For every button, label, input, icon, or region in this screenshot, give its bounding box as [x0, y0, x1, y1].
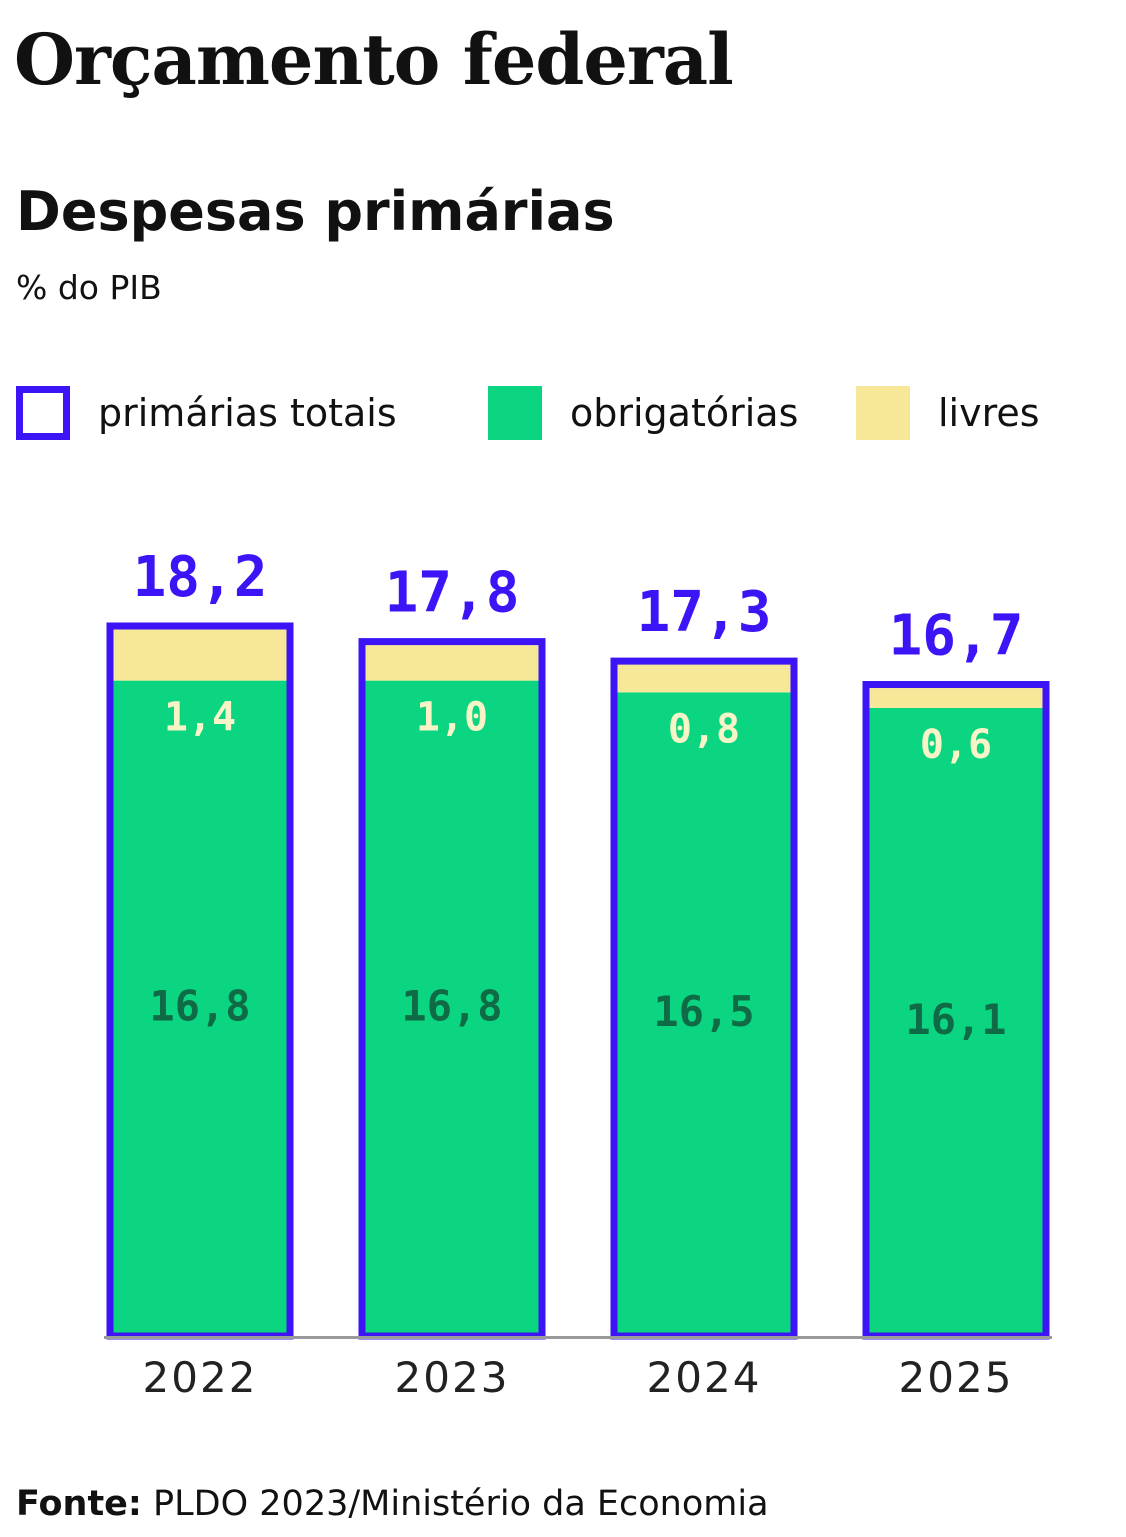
- livres-label-2023: 1,0: [416, 695, 488, 741]
- bar-livres-2025: [866, 684, 1046, 708]
- unit-label: % do PIB: [16, 268, 162, 307]
- livres-label-2022: 1,4: [164, 695, 236, 741]
- x-tick-label-2025: 2025: [899, 1353, 1014, 1402]
- source-label: Fonte:: [16, 1484, 142, 1524]
- legend-label-primarias-totais: primárias totais: [98, 391, 397, 435]
- x-tick-label-2022: 2022: [143, 1353, 258, 1402]
- bar-obrigatorias-2025: [866, 707, 1046, 1336]
- obrigatorias-label-2025: 16,1: [905, 995, 1006, 1044]
- livres-label-2025: 0,6: [920, 722, 992, 768]
- legend-item-obrigatorias: obrigatórias: [488, 384, 798, 442]
- total-label-2025: 16,7: [889, 604, 1024, 669]
- bar-livres-2024: [614, 661, 794, 693]
- bar-obrigatorias-2023: [362, 680, 542, 1336]
- legend-item-livres: livres: [856, 384, 1040, 442]
- bar-obrigatorias-2024: [614, 692, 794, 1336]
- bar-obrigatorias-2022: [110, 680, 290, 1336]
- stacked-bar-chart: 18,2 1,4 16,8 2022 17,8 1,0 16,8 2023 17,3 0,8 16,…: [104, 545, 1052, 1402]
- livres-label-2024: 0,8: [668, 706, 740, 752]
- legend-swatch-primarias-totais: [16, 386, 70, 440]
- bar-livres-2023: [362, 641, 542, 681]
- obrigatorias-label-2022: 16,8: [149, 981, 250, 1030]
- chart-title: Orçamento federal: [14, 18, 734, 101]
- legend-swatch-livres: [856, 386, 910, 440]
- legend-swatch-obrigatorias: [488, 386, 542, 440]
- total-label-2024: 17,3: [637, 580, 772, 645]
- total-label-2023: 17,8: [385, 561, 520, 626]
- legend-item-primarias-totais: primárias totais: [16, 384, 397, 442]
- x-tick-label-2023: 2023: [395, 1353, 510, 1402]
- legend-label-livres: livres: [938, 391, 1040, 435]
- total-label-2022: 18,2: [133, 545, 268, 610]
- chart-subtitle: Despesas primárias: [16, 180, 615, 243]
- source-text: PLDO 2023/Ministério da Economia: [141, 1484, 769, 1524]
- bar-livres-2022: [110, 626, 290, 681]
- obrigatorias-label-2024: 16,5: [653, 987, 754, 1036]
- source-note: Fonte: PLDO 2023/Ministério da Economia: [16, 1480, 769, 1528]
- obrigatorias-label-2023: 16,8: [401, 981, 502, 1030]
- x-tick-label-2024: 2024: [647, 1353, 762, 1402]
- legend-label-obrigatorias: obrigatórias: [570, 391, 799, 435]
